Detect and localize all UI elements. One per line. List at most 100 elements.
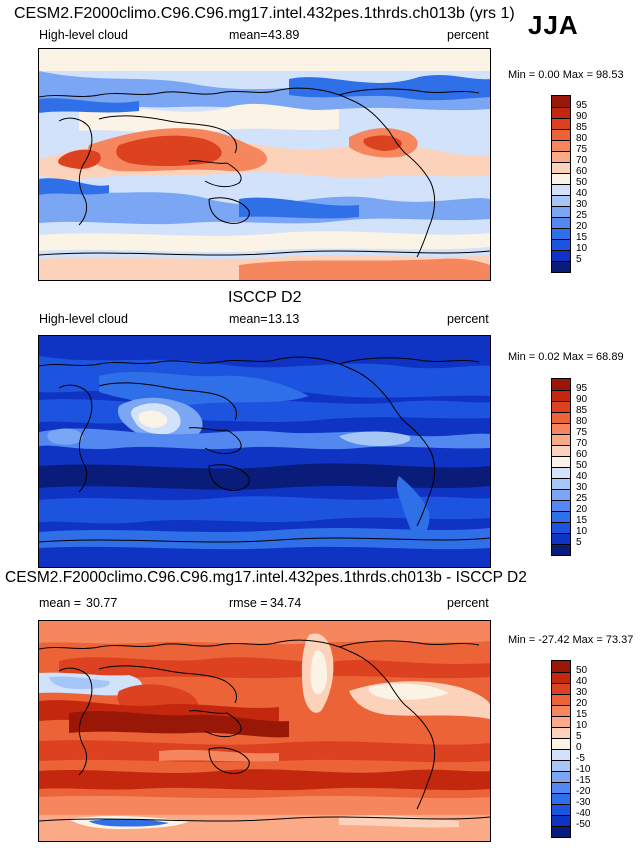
panel2-map [38,335,491,568]
panel3-colorbar-labels: 50 40 30 20 15 10 5 0 -5 -10 -15 -20 -30… [551,660,611,836]
colorbar-bin [552,390,570,401]
cbar3-tick: -50 [576,819,591,830]
panel2-title: ISCCP D2 [228,289,302,306]
colorbar-bin [552,434,570,445]
panel2-colorbar-labels: 95 90 85 80 75 70 60 50 40 30 25 20 15 1… [551,378,611,554]
colorbar-bin [552,118,570,129]
cbar1-tick: 95 [576,100,588,111]
cbar3-tick: 10 [576,720,588,731]
colorbar-bin [552,173,570,184]
cbar2-tick: 5 [576,537,582,548]
cbar2-tick: 95 [576,383,588,394]
panel3-rmse-label: rmse = [229,596,268,610]
colorbar-bin [552,228,570,239]
colorbar-bin [552,379,570,390]
colorbar-bin [552,140,570,151]
colorbar-bin [552,445,570,456]
colorbar-bin [552,511,570,522]
colorbar-bin [552,184,570,195]
cbar1-tick: 50 [576,177,588,188]
colorbar-bin [552,107,570,118]
panel2-mean-label: mean= [229,312,268,326]
cbar3-tick: 5 [576,731,582,742]
colorbar-bin [552,261,570,272]
colorbar-bin [552,423,570,434]
panel3-range: Min = -27.42 Max = 73.37 [508,634,634,646]
colorbar-bin [552,401,570,412]
cbar2-tick: 75 [576,427,588,438]
colorbar-bin [552,661,570,672]
cbar3-tick: 40 [576,676,588,687]
cbar2-tick: 40 [576,471,588,482]
colorbar-bin [552,96,570,107]
panel2-units: percent [447,312,489,326]
cbar1-tick: 60 [576,166,588,177]
colorbar-bin [552,489,570,500]
cbar3-tick: -40 [576,808,591,819]
cbar1-tick: 25 [576,210,588,221]
panel1-units: percent [447,28,489,42]
panel1-mean-label: mean= [229,28,268,42]
panel3-mean-label: mean = [39,596,82,610]
panel2-variable-label: High-level cloud [39,312,128,326]
colorbar-bin [552,129,570,140]
colorbar-bin [552,151,570,162]
colorbar-bin [552,826,570,837]
panel1-title: CESM2.F2000climo.C96.C96.mg17.intel.432p… [14,5,515,22]
colorbar-bin [552,544,570,555]
cbar1-tick: 90 [576,111,588,122]
colorbar-bin [552,456,570,467]
colorbar-bin [552,250,570,261]
colorbar-bin [552,533,570,544]
colorbar-bin [552,727,570,738]
panel1-map [38,48,491,281]
colorbar-bin [552,217,570,228]
cbar3-tick: 20 [576,698,588,709]
colorbar-bin [552,771,570,782]
panel3-title: CESM2.F2000climo.C96.C96.mg17.intel.432p… [5,569,527,586]
cbar2-tick: 30 [576,482,588,493]
colorbar-bin [552,694,570,705]
cbar3-tick: -5 [576,753,585,764]
panel3-rmse-value: 34.74 [270,596,302,610]
panel2-colorbar [551,378,571,556]
cbar3-tick: -10 [576,764,591,775]
colorbar-bin [552,478,570,489]
colorbar-bin [552,195,570,206]
colorbar-bin [552,239,570,250]
cbar1-tick: 80 [576,133,588,144]
cbar1-tick: 10 [576,243,588,254]
colorbar-bin [552,206,570,217]
colorbar-bin [552,672,570,683]
colorbar-bin [552,804,570,815]
panel1-variable-label: High-level cloud [39,28,128,42]
colorbar-bin [552,749,570,760]
panel3-map [38,620,491,842]
colorbar-bin [552,815,570,826]
cbar3-tick: 15 [576,709,588,720]
season-label: JJA [528,10,579,40]
colorbar-bin [552,716,570,727]
panel3-colorbar [551,660,571,838]
colorbar-bin [552,162,570,173]
cbar1-tick: 15 [576,232,588,243]
cbar1-tick: 40 [576,188,588,199]
cbar2-tick: 50 [576,460,588,471]
colorbar-bin [552,793,570,804]
colorbar-bin [552,738,570,749]
cbar3-tick: 30 [576,687,588,698]
cbar1-tick: 85 [576,122,588,133]
cbar2-tick: 70 [576,438,588,449]
cbar3-tick: -30 [576,797,591,808]
colorbar-bin [552,782,570,793]
cbar2-tick: 15 [576,515,588,526]
colorbar-bin [552,522,570,533]
panel2-mean-value: 13.13 [268,312,300,326]
cbar2-tick: 85 [576,405,588,416]
panel1-range: Min = 0.00 Max = 98.53 [508,69,624,81]
cbar2-tick: 25 [576,493,588,504]
cbar2-tick: 20 [576,504,588,515]
colorbar-bin [552,705,570,716]
cbar3-tick: 50 [576,665,588,676]
panel1-colorbar-labels: 95 90 85 80 75 70 60 50 40 30 25 20 15 1… [551,95,611,271]
